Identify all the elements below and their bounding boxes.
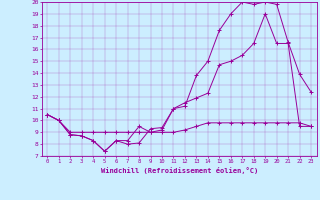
X-axis label: Windchill (Refroidissement éolien,°C): Windchill (Refroidissement éolien,°C) (100, 167, 258, 174)
